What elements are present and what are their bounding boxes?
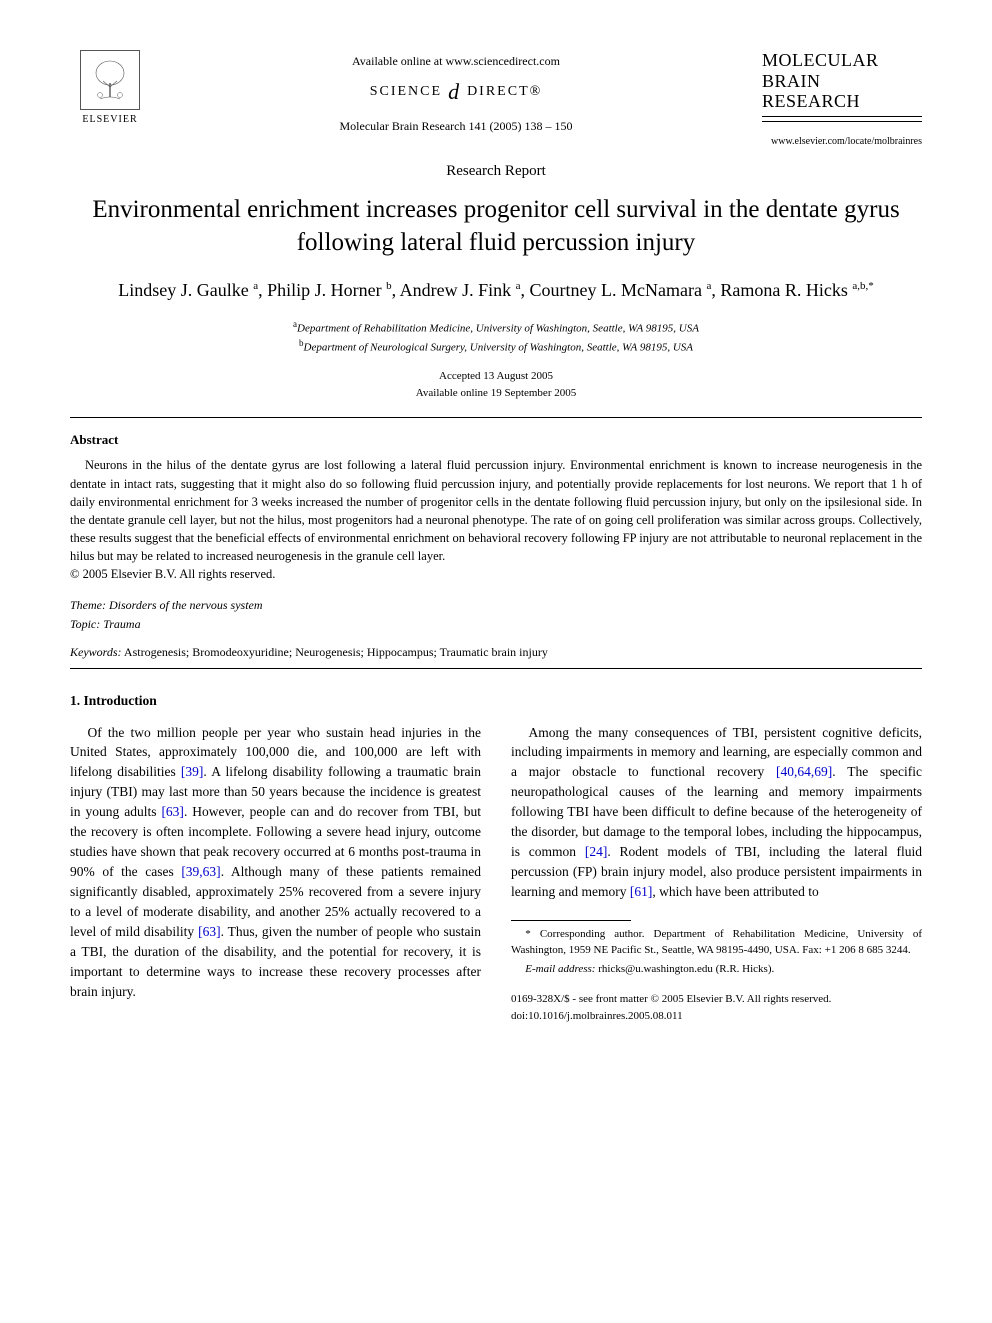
- email-note: E-mail address: rhicks@u.washington.edu …: [511, 962, 922, 977]
- citation-link[interactable]: [24]: [585, 844, 608, 859]
- article-dates: Accepted 13 August 2005 Available online…: [70, 368, 922, 401]
- available-online-text: Available online at www.sciencedirect.co…: [150, 54, 762, 69]
- affiliation-a: aDepartment of Rehabilitation Medicine, …: [70, 318, 922, 337]
- publisher-name: ELSEVIER: [82, 114, 137, 125]
- footer-left: 0169-328X/$ - see front matter © 2005 El…: [511, 991, 831, 1024]
- citation-link[interactable]: [63]: [161, 804, 184, 819]
- citation-link[interactable]: [40,64,69]: [776, 764, 832, 779]
- intro-para-2: Among the many consequences of TBI, pers…: [511, 723, 922, 903]
- journal-logo-block: MOLECULAR BRAIN RESEARCH www.elsevier.co…: [762, 50, 922, 147]
- abstract-body: Neurons in the hilus of the dentate gyru…: [70, 456, 922, 565]
- keywords-label: Keywords:: [70, 645, 122, 659]
- email-value: rhicks@u.washington.edu (R.R. Hicks).: [598, 963, 774, 975]
- author-list: Lindsey J. Gaulke a, Philip J. Horner b,…: [70, 277, 922, 304]
- citation-link[interactable]: [39]: [181, 764, 204, 779]
- section-heading-intro: 1. Introduction: [70, 693, 922, 709]
- topic-label: Topic:: [70, 617, 100, 631]
- topic-line: Topic: Trauma: [70, 615, 922, 634]
- footnote-block: * Corresponding author. Department of Re…: [511, 920, 922, 1024]
- body-text-columns: Of the two million people per year who s…: [70, 723, 922, 1024]
- front-matter-line: 0169-328X/$ - see front matter © 2005 El…: [511, 991, 831, 1007]
- horizontal-rule: [70, 668, 922, 669]
- elsevier-tree-icon: [80, 50, 140, 110]
- journal-title-line: BRAIN: [762, 71, 922, 92]
- publisher-logo: ELSEVIER: [70, 50, 150, 140]
- citation-link[interactable]: [39,63]: [181, 864, 220, 879]
- journal-reference: Molecular Brain Research 141 (2005) 138 …: [150, 119, 762, 134]
- doi-line: doi:10.1016/j.molbrainres.2005.08.011: [511, 1008, 831, 1024]
- affiliations: aDepartment of Rehabilitation Medicine, …: [70, 318, 922, 356]
- sd-right: DIRECT®: [467, 84, 542, 100]
- sd-left: SCIENCE: [370, 84, 442, 100]
- theme-label: Theme:: [70, 598, 106, 612]
- topic-value: Trauma: [103, 617, 140, 631]
- keywords-value: Astrogenesis; Bromodeoxyuridine; Neuroge…: [124, 645, 548, 659]
- affiliation-b: bDepartment of Neurological Surgery, Uni…: [70, 337, 922, 356]
- theme-value: Disorders of the nervous system: [109, 598, 263, 612]
- journal-title-line: MOLECULAR: [762, 50, 922, 71]
- horizontal-rule: [70, 417, 922, 418]
- footnote-separator: [511, 920, 631, 921]
- corresponding-author-note: * Corresponding author. Department of Re…: [511, 927, 922, 958]
- theme-line: Theme: Disorders of the nervous system: [70, 596, 922, 615]
- page-header: ELSEVIER Available online at www.science…: [70, 50, 922, 147]
- theme-topic-block: Theme: Disorders of the nervous system T…: [70, 596, 922, 634]
- intro-para-1: Of the two million people per year who s…: [70, 723, 481, 1003]
- journal-title-rule: [762, 116, 922, 117]
- keywords-line: Keywords: Astrogenesis; Bromodeoxyuridin…: [70, 645, 922, 660]
- article-title: Environmental enrichment increases proge…: [70, 194, 922, 259]
- report-type: Research Report: [70, 163, 922, 180]
- abstract-copyright: © 2005 Elsevier B.V. All rights reserved…: [70, 567, 922, 582]
- journal-title-line: RESEARCH: [762, 91, 922, 112]
- accepted-date: Accepted 13 August 2005: [70, 368, 922, 385]
- journal-url: www.elsevier.com/locate/molbrainres: [762, 136, 922, 147]
- journal-title-rule: [762, 121, 922, 122]
- sd-swirl-icon: d: [448, 79, 461, 105]
- journal-title: MOLECULAR BRAIN RESEARCH: [762, 50, 922, 130]
- header-center: Available online at www.sciencedirect.co…: [150, 50, 762, 134]
- citation-link[interactable]: [61]: [630, 884, 653, 899]
- available-date: Available online 19 September 2005: [70, 385, 922, 402]
- citation-link[interactable]: [63]: [198, 924, 221, 939]
- email-label: E-mail address:: [525, 963, 595, 975]
- sciencedirect-logo: SCIENCE d DIRECT®: [370, 79, 543, 105]
- abstract-heading: Abstract: [70, 432, 922, 448]
